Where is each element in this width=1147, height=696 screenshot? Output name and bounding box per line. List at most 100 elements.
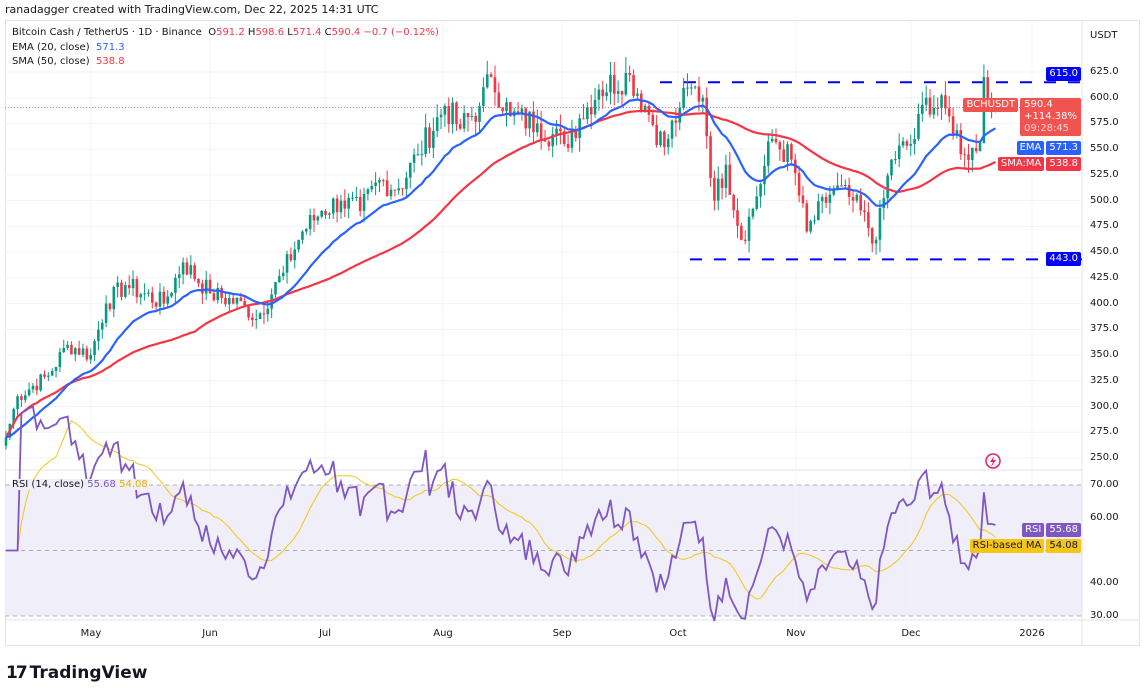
candle-body	[77, 348, 81, 355]
candle-body	[801, 195, 805, 204]
ema-axis-value: 571.3	[1046, 141, 1081, 155]
candle-body	[389, 189, 393, 197]
candle	[736, 198, 739, 238]
candle-body	[774, 138, 778, 143]
price-tick: 300.0	[1090, 400, 1119, 412]
candle	[713, 170, 716, 211]
candle	[162, 286, 166, 310]
candle-body	[416, 154, 420, 156]
candle-body	[797, 173, 801, 196]
candle-body	[620, 91, 624, 95]
candle-body	[516, 111, 520, 114]
candle	[97, 321, 100, 351]
candle	[844, 179, 847, 188]
candle	[428, 123, 431, 154]
candle-body	[778, 142, 782, 150]
candle	[447, 97, 451, 133]
candle-body	[378, 180, 381, 183]
candle-body	[35, 385, 39, 391]
candle-body	[736, 210, 739, 226]
candle-body	[297, 239, 300, 250]
candle	[855, 192, 859, 204]
candle	[393, 189, 397, 197]
currency-label[interactable]: USDT	[1090, 30, 1118, 41]
candle-body	[524, 108, 528, 129]
candle	[666, 134, 670, 155]
candle-body	[536, 123, 539, 133]
candle-body	[493, 77, 497, 93]
sma-legend[interactable]: SMA (50, close) 538.8	[12, 56, 125, 67]
candle-body	[947, 108, 951, 117]
candle	[663, 130, 666, 156]
rsi-ma-axis-label: RSI-based MA	[969, 539, 1045, 553]
candle	[512, 107, 516, 125]
candle-body	[12, 409, 15, 424]
candle	[362, 187, 366, 223]
price-tick: 550.0	[1090, 143, 1119, 155]
symbol-title[interactable]: Bitcoin Cash / TetherUS · 1D · Binance	[12, 27, 202, 38]
candle-body	[863, 210, 866, 213]
chart-frame[interactable]	[5, 20, 1140, 646]
candle-body	[428, 127, 431, 148]
candle	[66, 341, 69, 351]
candle-body	[755, 196, 759, 209]
candle-body	[374, 182, 377, 186]
candle	[39, 373, 42, 392]
candle-body	[820, 197, 824, 202]
price-tick: 450.0	[1090, 246, 1119, 258]
candle	[147, 289, 150, 297]
candle-body	[855, 194, 859, 201]
candle-body	[478, 105, 481, 122]
candle	[870, 227, 874, 253]
candle	[108, 302, 112, 312]
ema-legend[interactable]: EMA (20, close) 571.3	[12, 42, 125, 53]
candle	[709, 131, 712, 187]
candle	[262, 304, 266, 325]
candle	[104, 295, 108, 328]
candle	[570, 119, 574, 153]
candle	[312, 208, 316, 233]
candle-body	[432, 130, 435, 148]
candle	[385, 170, 389, 197]
candle	[693, 85, 697, 90]
candle	[224, 292, 227, 307]
candle	[670, 119, 674, 148]
change-value: −0.7 (−0.12%)	[363, 27, 439, 38]
candle	[832, 185, 836, 197]
tradingview-logo[interactable]: 17 TradingView	[6, 663, 147, 683]
rsi-legend[interactable]: RSI (14, close) 55.68 54.08	[12, 479, 148, 490]
time-tick: Jun	[202, 628, 218, 639]
candle-body	[243, 301, 246, 306]
time-tick: Jul	[318, 628, 332, 639]
candle-body	[555, 128, 558, 135]
candle-body	[420, 154, 424, 156]
low-label: L	[287, 27, 293, 38]
price-tick: 400.0	[1090, 297, 1119, 309]
candle	[197, 278, 200, 288]
candle-body	[462, 113, 466, 129]
candle	[801, 185, 805, 208]
candle-body	[174, 277, 177, 293]
candle-body	[201, 283, 204, 294]
candle-body	[655, 124, 658, 146]
candle	[131, 270, 135, 296]
candle	[4, 430, 8, 450]
candle	[305, 228, 308, 235]
candle-body	[443, 105, 447, 115]
candle-body	[405, 177, 408, 190]
candle-body	[632, 75, 635, 96]
candle	[767, 134, 770, 174]
candle	[220, 285, 223, 304]
candle	[401, 187, 404, 196]
rsi-ma-row: RSI-based MA 54.08	[969, 539, 1081, 553]
price-tick: 250.0	[1090, 451, 1119, 463]
price-tick: 275.0	[1090, 426, 1119, 438]
candle	[740, 222, 743, 241]
open-value: 591.2	[216, 27, 245, 38]
candle-body	[859, 194, 862, 211]
candle-body	[651, 114, 655, 125]
candle	[289, 247, 293, 262]
time-tick: Oct	[669, 628, 687, 639]
candle-body	[836, 185, 839, 189]
